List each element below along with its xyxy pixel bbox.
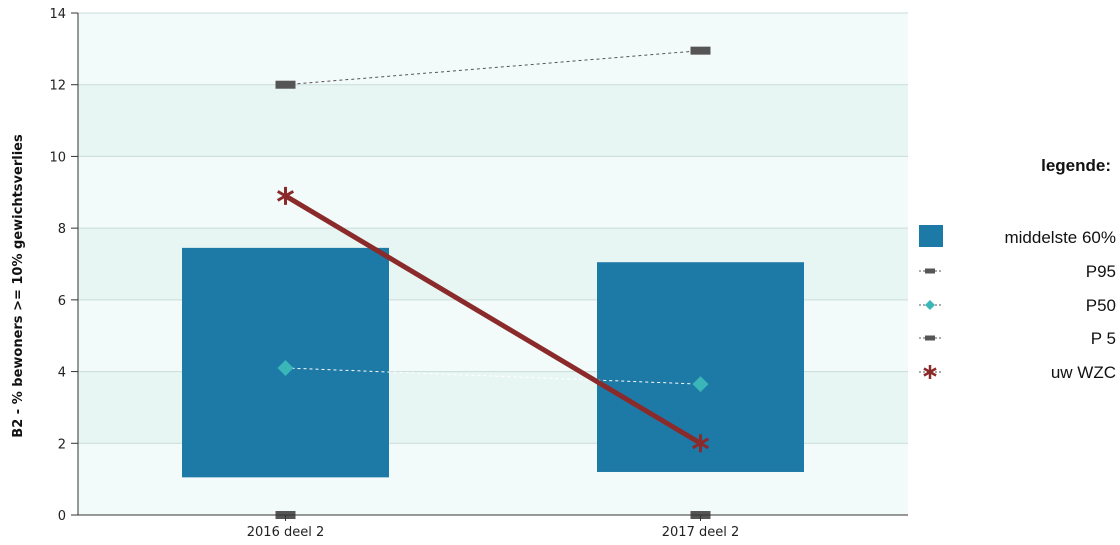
x-tick-label: 2016 deel 2 — [247, 525, 324, 540]
tick-labels: 0 2 4 6 8 10 12 14 2016 deel 2 2017 deel 2 — [49, 7, 739, 540]
legend-marker-uw-wzc — [923, 365, 937, 379]
point-p95-2 — [690, 46, 711, 55]
y-tick-label: 0 — [58, 509, 66, 524]
legend-title: legende: — [1041, 156, 1111, 175]
legend-label-p-5: P 5 — [1091, 329, 1116, 348]
y-axis-title: B2 - % bewoners >= 10% gewichtsverlies — [11, 134, 26, 438]
axes — [71, 12, 908, 521]
legend-label-uw-wzc: uw WZC — [1051, 363, 1116, 382]
y-tick-label: 10 — [49, 150, 66, 165]
y-tick-label: 8 — [58, 222, 66, 237]
legend-label-p50: P50 — [1086, 296, 1116, 315]
legend-marker-p95 — [925, 268, 935, 274]
legend-label-p95: P95 — [1086, 262, 1116, 281]
series-line-uw-wzc — [284, 193, 702, 446]
legend-marker-p-5 — [925, 335, 935, 341]
y-tick-label: 4 — [58, 366, 66, 381]
legend: legende: middelste 60% P95 P50 P 5 uw WZC — [919, 156, 1116, 382]
legend-swatch-middelste-60 — [919, 225, 943, 247]
y-tick-label: 6 — [58, 294, 66, 309]
point-p50-2 — [692, 376, 709, 393]
y-tick-label: 12 — [49, 79, 66, 94]
legend-label-middelste-60: middelste 60% — [1004, 228, 1116, 247]
point-p95-1 — [275, 80, 296, 89]
point-p50-1 — [277, 359, 294, 376]
plot-band — [78, 13, 908, 85]
plot-band — [78, 156, 908, 229]
star-stroke — [691, 437, 710, 450]
legend-marker-p50 — [925, 300, 935, 310]
star-stroke — [276, 190, 295, 202]
y-tick-label: 14 — [49, 7, 66, 22]
star-stroke — [923, 367, 937, 377]
plot-band — [78, 84, 908, 157]
y-tick-label: 2 — [58, 437, 66, 452]
x-tick-label: 2017 deel 2 — [662, 525, 739, 540]
point-uw-wzc-1 — [276, 186, 295, 205]
point-uw-wzc-2 — [691, 434, 710, 453]
